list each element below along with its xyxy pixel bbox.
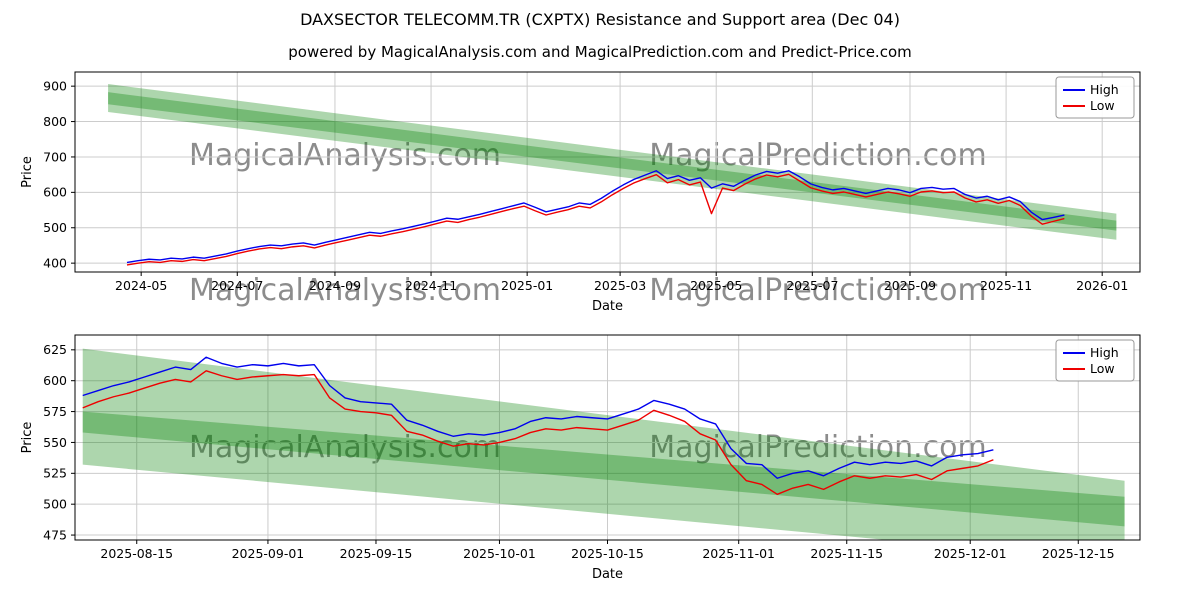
y-tick-label: 500	[43, 220, 67, 235]
x-tick-label: 2024-05	[115, 278, 167, 293]
support-resistance-band	[82, 411, 1125, 540]
y-tick-label: 575	[43, 404, 67, 419]
chart-title: DAXSECTOR TELECOMM.TR (CXPTX) Resistance…	[300, 10, 900, 29]
high-line	[126, 170, 1065, 264]
x-tick-label: 2025-01	[501, 278, 553, 293]
legend-label: Low	[1090, 361, 1115, 376]
watermark: MagicalPrediction.com	[649, 273, 987, 308]
x-tick-label: 2026-01	[1076, 278, 1128, 293]
x-tick-label: 2024-11	[405, 278, 457, 293]
x-tick-label: 2025-03	[594, 278, 646, 293]
y-tick-label: 500	[43, 497, 67, 512]
support-resistance-band	[108, 84, 1117, 231]
low-line	[82, 370, 994, 496]
x-tick-label: 2025-11-01	[702, 546, 775, 561]
y-tick-label: 600	[43, 185, 67, 200]
y-axis-label: Price	[20, 422, 35, 454]
x-tick-label: 2025-12-15	[1042, 546, 1115, 561]
watermark: MagicalAnalysis.com	[189, 430, 501, 465]
support-resistance-band	[108, 92, 1117, 240]
price-chart-zoom: 2025-08-15 2025-09-01 2025-09-15 2025-10-01…	[20, 334, 1141, 582]
high-line	[82, 356, 994, 479]
x-tick-label: 2025-11-15	[810, 546, 883, 561]
price-chart-full: 2024-05 2024-07 2024-09 2024-11 2025-01 2025-…	[20, 71, 1141, 314]
x-tick-label: 2025-12-01	[934, 546, 1007, 561]
watermark: MagicalPrediction.com	[649, 138, 987, 173]
x-tick-label: 2025-08-15	[100, 546, 173, 561]
x-tick-label: 2025-09	[884, 278, 936, 293]
y-tick-label: 550	[43, 435, 67, 450]
y-tick-label: 525	[43, 466, 67, 481]
support-resistance-band	[82, 348, 1125, 527]
y-tick-label: 700	[43, 149, 67, 164]
x-axis-label: Date	[592, 299, 623, 314]
x-tick-label: 2025-09-01	[232, 546, 305, 561]
x-tick-label: 2025-09-15	[340, 546, 413, 561]
y-tick-label: 475	[43, 527, 67, 542]
y-axis-label: Price	[20, 156, 35, 188]
x-tick-label: 2025-07	[786, 278, 838, 293]
low-line	[126, 173, 1065, 266]
watermark: MagicalAnalysis.com	[189, 273, 501, 308]
watermark: MagicalAnalysis.com	[189, 138, 501, 173]
legend-label: High	[1090, 345, 1119, 360]
x-tick-label: 2025-05	[690, 278, 742, 293]
x-axis-label: Date	[592, 567, 623, 582]
y-tick-label: 400	[43, 256, 67, 271]
y-tick-label: 800	[43, 114, 67, 129]
x-tick-label: 2024-09	[309, 278, 361, 293]
x-tick-label: 2025-11	[980, 278, 1032, 293]
legend-label: Low	[1090, 98, 1115, 113]
x-tick-label: 2024-07	[211, 278, 263, 293]
y-tick-label: 900	[43, 79, 67, 94]
chart-subtitle: powered by MagicalAnalysis.com and Magic…	[288, 43, 912, 61]
axes-border	[74, 71, 1141, 273]
legend-label: High	[1090, 82, 1119, 97]
grid	[75, 72, 1140, 272]
grid	[75, 335, 1140, 540]
x-tick-label: 2025-10-01	[463, 546, 536, 561]
y-tick-label: 600	[43, 373, 67, 388]
y-tick-label: 625	[43, 342, 67, 357]
x-tick-label: 2025-10-15	[571, 546, 644, 561]
